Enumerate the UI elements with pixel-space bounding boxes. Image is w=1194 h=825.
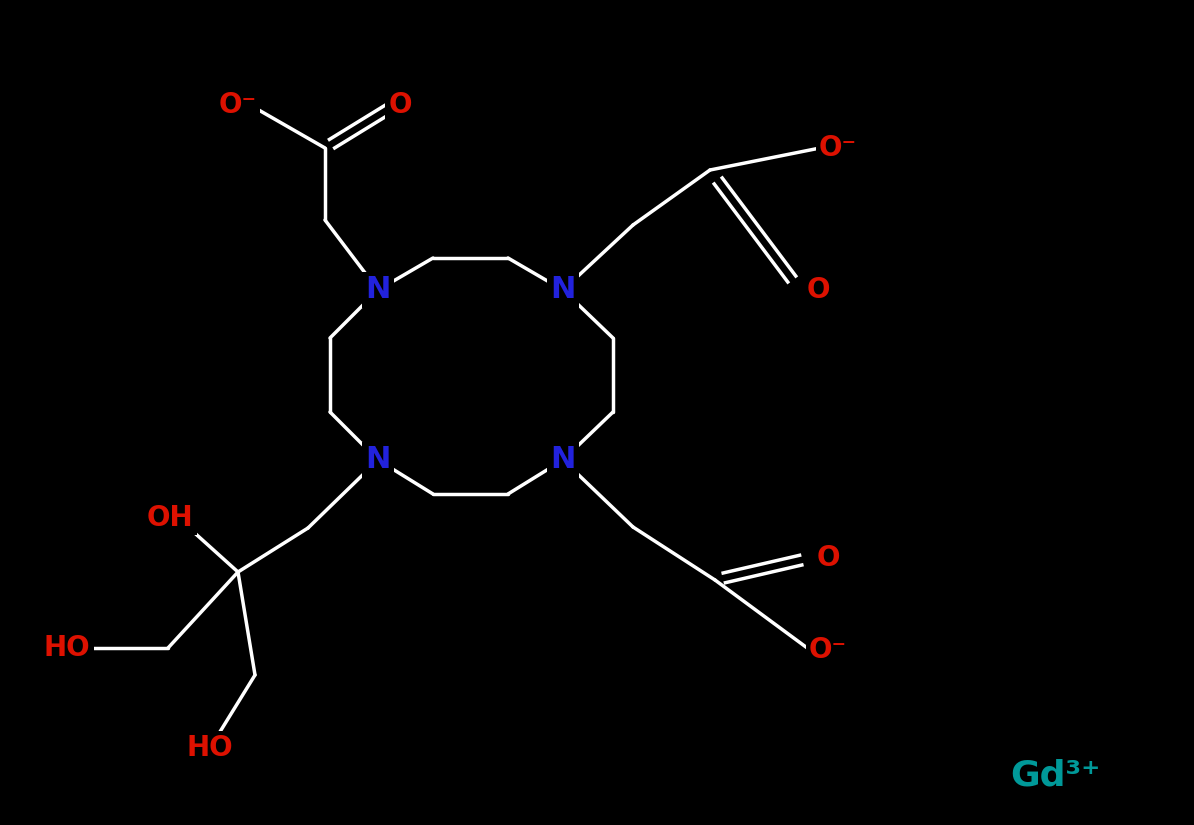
Text: N: N bbox=[365, 276, 390, 304]
Text: O: O bbox=[806, 276, 830, 304]
Text: N: N bbox=[550, 276, 576, 304]
Text: O: O bbox=[388, 91, 412, 119]
Text: N: N bbox=[365, 446, 390, 474]
Text: N: N bbox=[550, 446, 576, 474]
Text: OH: OH bbox=[147, 504, 193, 532]
Text: HO: HO bbox=[44, 634, 91, 662]
Text: O⁻: O⁻ bbox=[819, 134, 857, 162]
Text: O: O bbox=[817, 544, 839, 572]
Text: O⁻: O⁻ bbox=[810, 636, 847, 664]
Text: O⁻: O⁻ bbox=[219, 91, 257, 119]
Text: Gd³⁺: Gd³⁺ bbox=[1010, 758, 1100, 792]
Text: HO: HO bbox=[186, 734, 233, 762]
